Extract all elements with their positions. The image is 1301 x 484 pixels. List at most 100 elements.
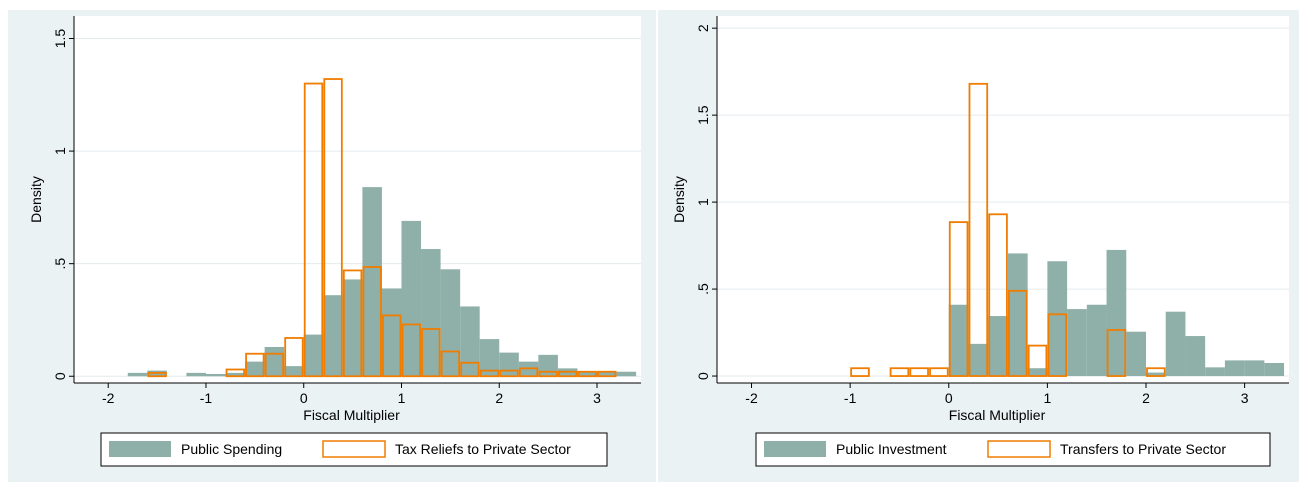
bar-filled [381, 288, 402, 377]
bar-filled [597, 371, 617, 377]
legend-swatch-outline [987, 440, 1051, 458]
bar-filled [1224, 360, 1245, 377]
bar-filled [303, 334, 324, 377]
x-axis-title: Fiscal Multiplier [303, 407, 400, 423]
bar-filled [1067, 309, 1087, 377]
x-tick-label: 1 [398, 390, 406, 406]
bar-filled [1165, 311, 1186, 377]
bar-filled [401, 220, 422, 377]
bar-filled [245, 361, 265, 377]
bar-outline [988, 213, 1008, 377]
bar-filled [948, 304, 969, 377]
bar-outline [303, 82, 324, 378]
bar-outline [1008, 289, 1028, 377]
y-tick-label: 1.5 [52, 29, 68, 49]
y-tick-label: 0 [695, 372, 711, 380]
legend-label: Transfers to Private Sector [1060, 441, 1226, 457]
bar-outline [577, 370, 597, 378]
bar-filled [186, 372, 206, 377]
bar-outline [479, 369, 500, 378]
bar-filled [1047, 261, 1068, 377]
bar-outline [1047, 313, 1068, 377]
bar-filled [460, 306, 480, 377]
bar-outline [889, 367, 910, 377]
bar-filled [127, 372, 148, 377]
bar-outline [968, 82, 989, 377]
bar-filled [577, 371, 598, 377]
x-tick-label: -1 [844, 390, 857, 406]
y-tick-label: 2 [695, 24, 711, 32]
bar-outline [147, 371, 167, 378]
y-tick-label: 1 [52, 147, 68, 155]
bar-filled [323, 295, 343, 377]
x-tick-label: 3 [1241, 390, 1249, 406]
x-tick-label: -2 [745, 390, 758, 406]
y-axis-title: Density [671, 176, 687, 223]
bar-outline [518, 367, 539, 378]
bar-outline [909, 367, 929, 377]
bar-filled [1205, 367, 1225, 377]
bar-filled [1027, 368, 1048, 377]
legend-label: Tax Reliefs to Private Sector [395, 441, 571, 457]
bar-filled [479, 339, 500, 377]
bar-outline [1106, 329, 1127, 377]
bar-outline [382, 314, 402, 378]
x-tick-label: -2 [102, 390, 115, 406]
bar-filled [284, 366, 304, 377]
bar-filled [1264, 362, 1285, 377]
y-axis-title: Density [28, 176, 44, 223]
y-tick-label: .5 [52, 258, 68, 270]
x-tick-label: 3 [593, 390, 601, 406]
bar-outline [460, 361, 480, 378]
bar-outline [499, 369, 519, 378]
bar-filled [342, 279, 363, 377]
x-tick-label: 0 [945, 390, 953, 406]
bar-filled [499, 352, 519, 377]
y-tick-label: 1.5 [695, 105, 711, 125]
bar-outline [284, 337, 304, 378]
histogram-left: 0 .5 1 1.5 -2 -1 0 1 2 3 Fiscal Multiplier Density P… [28, 16, 641, 467]
bar-outline [323, 78, 343, 378]
bar-outline [225, 368, 245, 378]
x-axis-title: Fiscal Multiplier [949, 407, 1046, 423]
bar-outline [1146, 367, 1166, 377]
bar-filled [1146, 372, 1166, 377]
bar-filled [538, 354, 558, 377]
bar-outline [558, 370, 578, 378]
bar-outline [597, 370, 617, 378]
bar-outline [342, 269, 363, 378]
bar-outline [929, 367, 949, 377]
x-tick-label: 1 [1043, 390, 1051, 406]
x-tick-label: 2 [1142, 390, 1150, 406]
bar-filled [1007, 253, 1028, 377]
bar-filled [225, 372, 246, 377]
bar-filled [616, 371, 637, 377]
legend-swatch-filled [109, 441, 171, 457]
x-tick-label: 2 [495, 390, 503, 406]
legend-swatch-outline [322, 440, 386, 458]
bar-filled [264, 346, 285, 377]
bar-outline [264, 352, 285, 378]
bar-filled [968, 343, 989, 377]
bar-filled [1126, 331, 1146, 377]
legend-swatch-filled [764, 441, 826, 457]
bar-outline [421, 328, 441, 378]
bar-outline [401, 323, 421, 378]
legend-label: Public Investment [836, 441, 947, 457]
legend-label: Public Spending [181, 441, 282, 457]
bar-outline [440, 350, 461, 378]
bar-outline [948, 221, 969, 377]
bar-filled [362, 187, 382, 377]
bar-filled [1185, 336, 1206, 377]
x-tick-label: -1 [200, 390, 213, 406]
bar-outline [850, 367, 870, 377]
bar-filled [1106, 249, 1127, 377]
bar-outline [538, 370, 558, 378]
bar-filled [1086, 304, 1107, 377]
chart-panel-left: 0 .5 1 1.5 -2 -1 0 1 2 3 Fiscal Multiplier Density P… [8, 10, 656, 482]
y-tick-label: .5 [695, 283, 711, 295]
bar-filled [988, 316, 1008, 377]
y-tick-label: 1 [695, 198, 711, 206]
chart-panel-right: 0 .5 1 1.5 2 -2 -1 0 1 2 3 Fiscal Multiplier Density… [658, 10, 1299, 482]
bar-outline [362, 266, 382, 378]
